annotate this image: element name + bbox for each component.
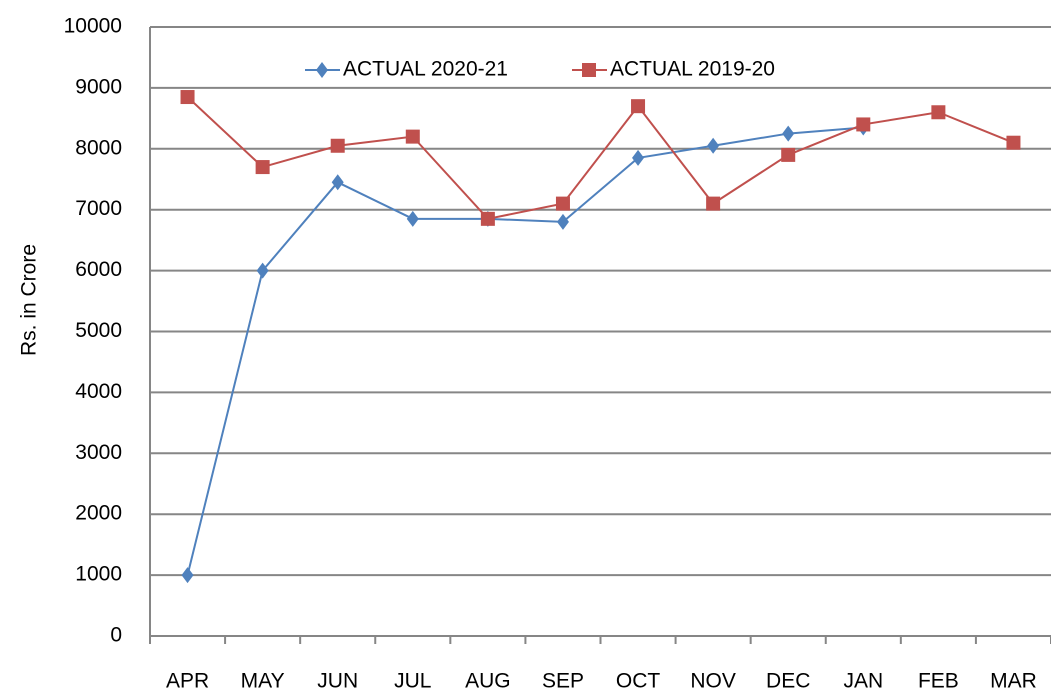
y-tick-label: 2000 — [75, 502, 122, 525]
y-tick-label: 9000 — [75, 75, 122, 98]
marker — [931, 105, 946, 120]
marker — [781, 147, 796, 162]
y-tick-label: 10000 — [64, 15, 122, 38]
marker — [180, 90, 195, 105]
x-tick-label: SEP — [542, 670, 584, 693]
x-tick-label: DEC — [766, 670, 810, 693]
marker — [632, 149, 645, 166]
y-tick-label: 5000 — [75, 319, 122, 342]
marker — [255, 160, 270, 175]
marker — [331, 174, 344, 191]
x-tick-label: NOV — [690, 670, 736, 693]
y-axis-label: Rs. in Crore — [18, 244, 41, 356]
x-tick-label: APR — [166, 670, 209, 693]
marker — [556, 213, 569, 230]
marker — [256, 262, 269, 279]
marker — [480, 211, 495, 226]
x-tick-label: FEB — [918, 670, 959, 693]
series-line — [186, 126, 864, 576]
x-tick-label: JUL — [394, 670, 431, 693]
marker — [406, 210, 419, 227]
legend-label: ACTUAL 2020-21 — [343, 58, 508, 81]
marker — [1006, 135, 1021, 150]
marker — [706, 196, 721, 211]
legend-label: ACTUAL 2019-20 — [610, 58, 775, 81]
x-tick-label: AUG — [465, 670, 511, 693]
legend-marker — [582, 63, 596, 77]
marker — [782, 125, 795, 142]
x-tick-label: OCT — [616, 670, 661, 693]
legend-marker — [316, 62, 328, 78]
y-tick-label: 7000 — [75, 197, 122, 220]
series-line — [186, 96, 1014, 220]
y-tick-label: 0 — [110, 624, 122, 647]
marker — [555, 196, 570, 211]
marker — [405, 129, 420, 144]
y-tick-label: 1000 — [75, 563, 122, 586]
y-tick-label: 6000 — [75, 258, 122, 281]
y-tick-label: 8000 — [75, 136, 122, 159]
marker — [330, 138, 345, 153]
marker — [181, 567, 194, 584]
x-tick-label: MAR — [990, 670, 1037, 693]
x-tick-label: MAY — [241, 670, 285, 693]
x-tick-label: JUN — [317, 670, 358, 693]
marker — [707, 137, 720, 154]
x-tick-label: JAN — [843, 670, 883, 693]
y-tick-label: 3000 — [75, 441, 122, 464]
marker — [631, 99, 646, 114]
y-tick-label: 4000 — [75, 380, 122, 403]
marker — [856, 117, 871, 132]
